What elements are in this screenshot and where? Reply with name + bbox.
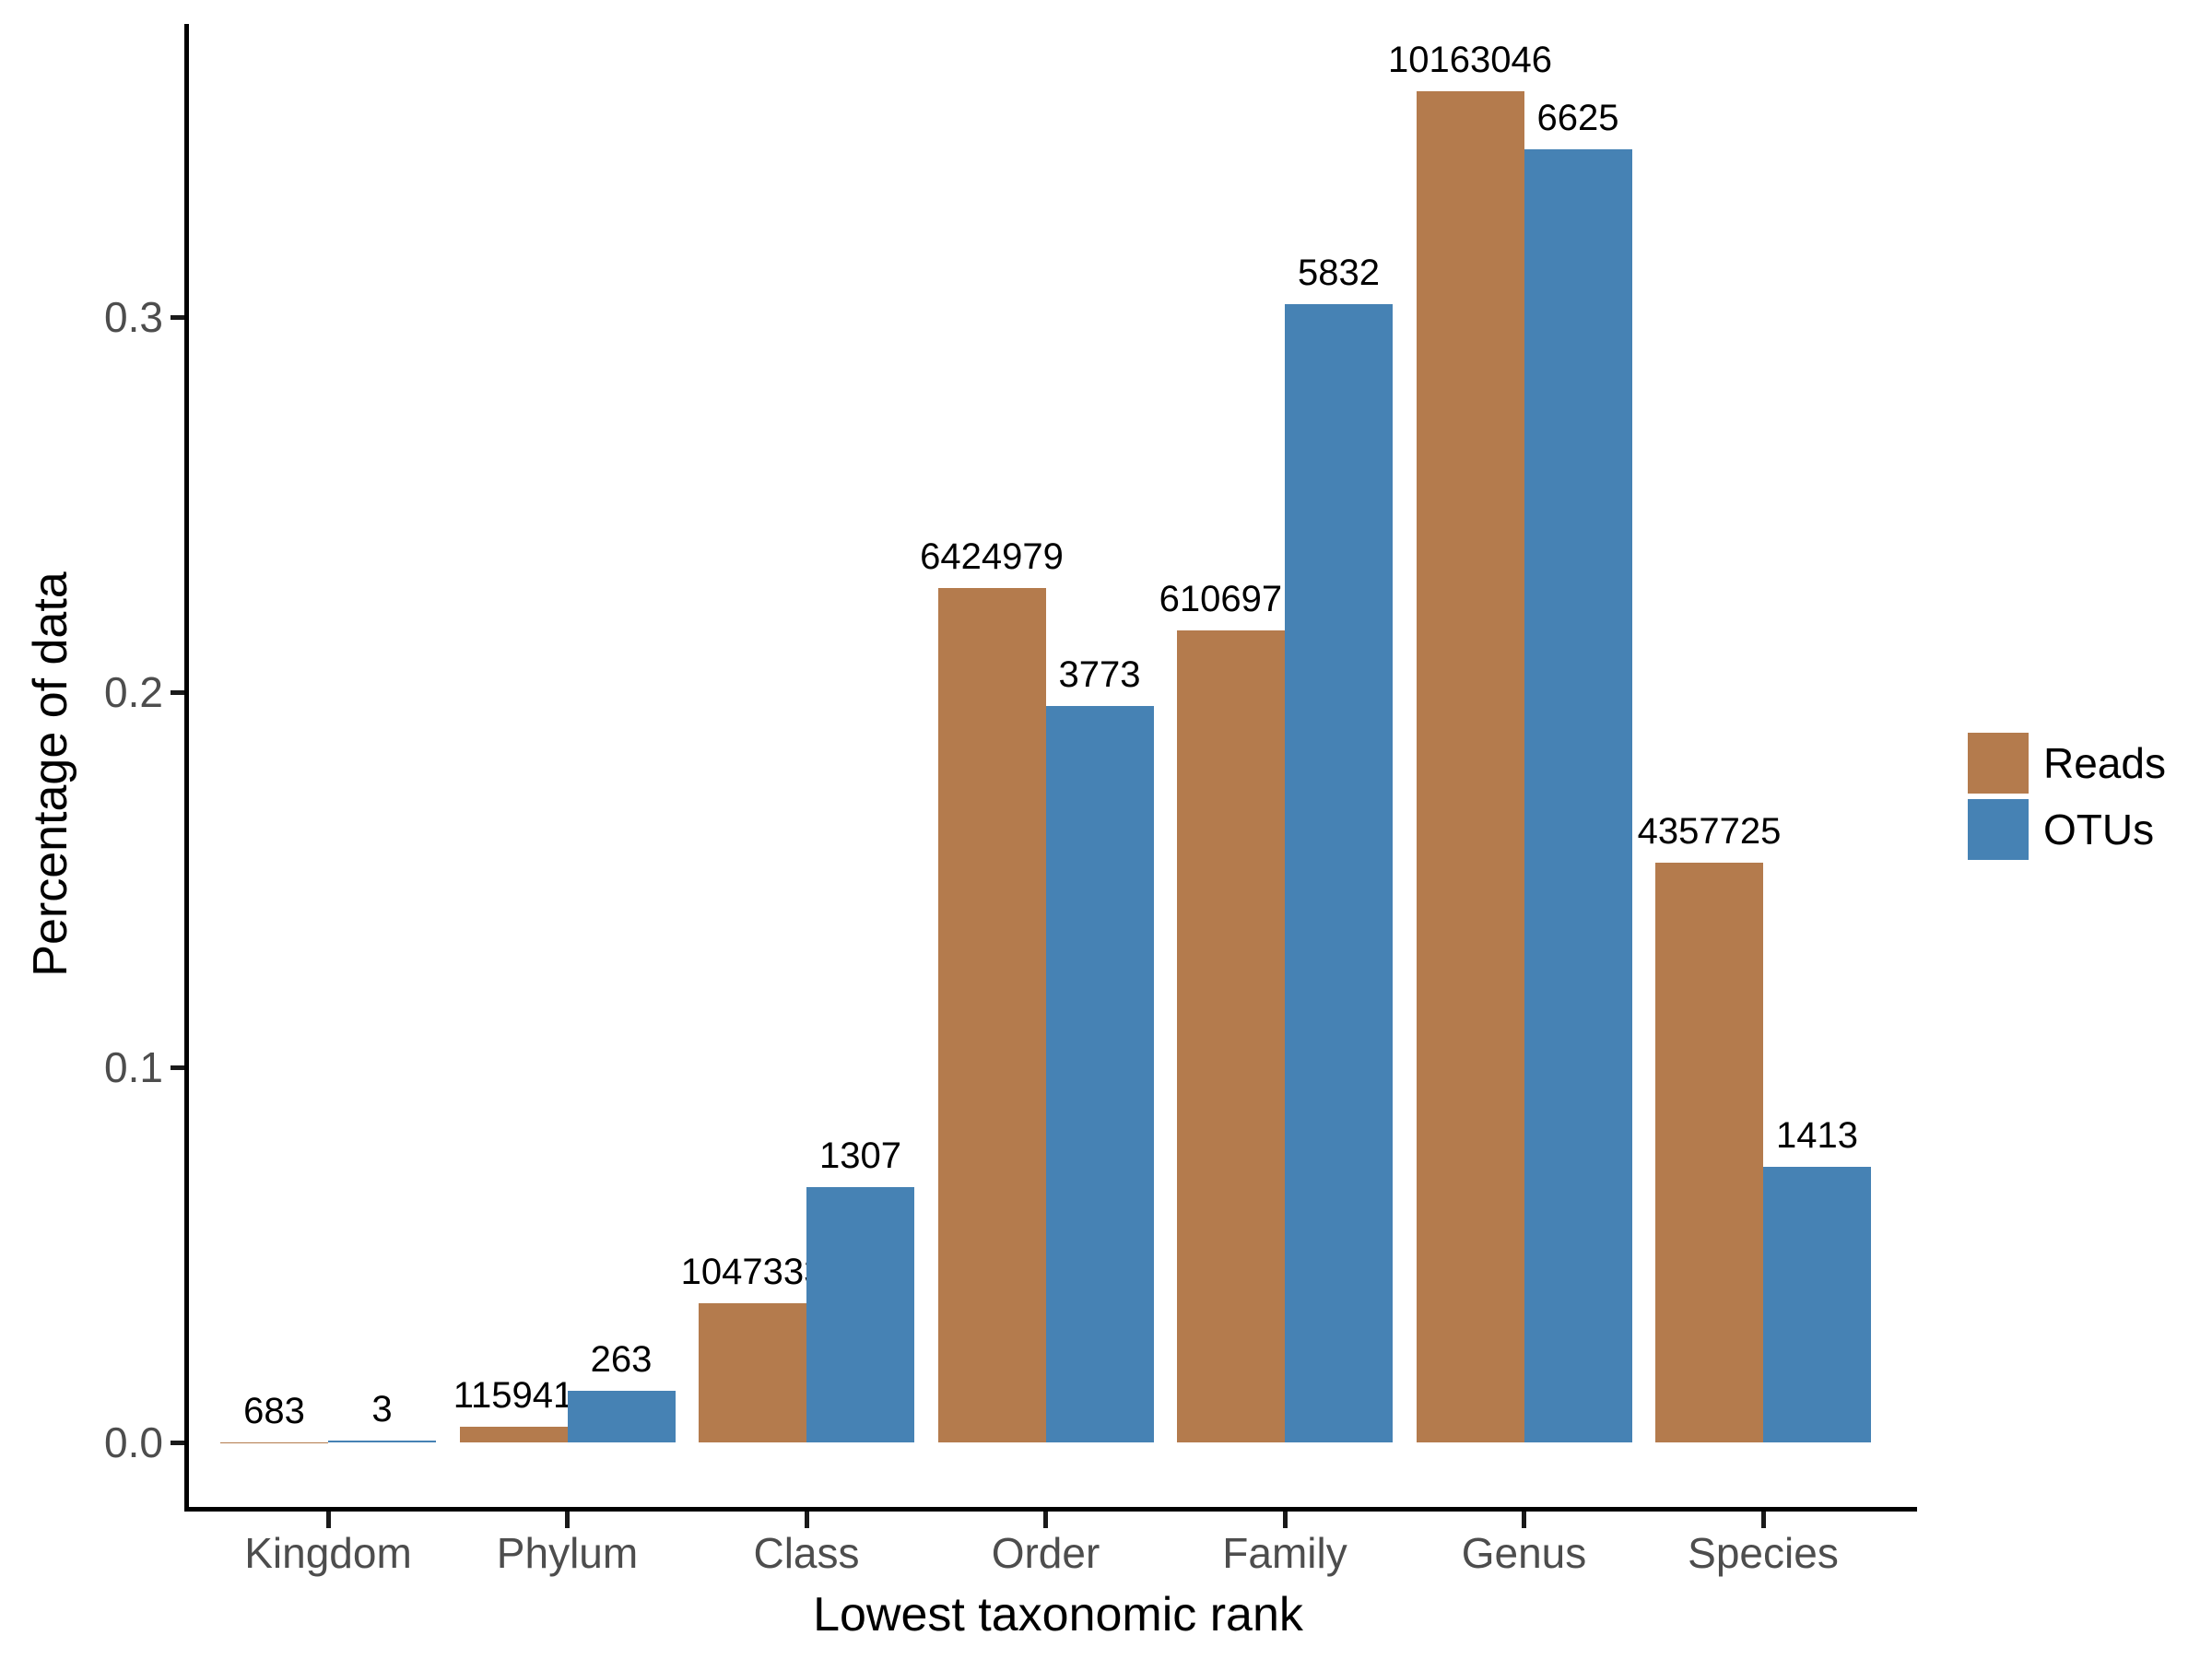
x-category-label-phylum: Phylum	[496, 1529, 639, 1577]
x-axis-title: Lowest taxonomic rank	[813, 1588, 1303, 1641]
bar-otus-genus	[1524, 148, 1632, 1442]
value-label-otus-genus: 6625	[1536, 97, 1619, 138]
bar-otus-species	[1763, 1166, 1871, 1442]
x-axis-tick	[565, 1512, 570, 1528]
y-axis-tick	[171, 314, 184, 320]
y-tick-label: 0.3	[104, 293, 163, 341]
x-category-label-kingdom: Kingdom	[244, 1529, 412, 1577]
y-axis-tick	[171, 1440, 184, 1445]
bar-reads-species	[1655, 863, 1763, 1442]
value-label-reads-class: 1047333	[680, 1251, 825, 1292]
x-axis-tick	[325, 1512, 331, 1528]
value-label-otus-phylum: 263	[590, 1339, 653, 1381]
bar-otus-kingdom	[328, 1440, 436, 1442]
value-label-reads-family: 6106971	[1159, 579, 1303, 620]
y-axis-title: Percentage of data	[24, 571, 77, 977]
bar-otus-phylum	[567, 1391, 676, 1442]
x-axis-tick	[1522, 1512, 1526, 1528]
x-axis-tick	[1282, 1512, 1288, 1528]
value-label-otus-family: 5832	[1298, 252, 1380, 293]
x-axis-tick	[1760, 1512, 1766, 1528]
bar-otus-order	[1045, 705, 1154, 1442]
y-axis-tick	[171, 689, 184, 695]
value-label-otus-class: 1307	[819, 1135, 901, 1177]
y-tick-label: 0.1	[104, 1043, 163, 1091]
x-category-label-class: Class	[753, 1529, 860, 1577]
x-category-label-order: Order	[991, 1529, 1100, 1577]
value-label-reads-genus: 10163046	[1388, 40, 1552, 81]
value-label-reads-kingdom: 683	[243, 1390, 305, 1431]
x-category-label-genus: Genus	[1461, 1529, 1587, 1577]
value-label-otus-order: 3773	[1058, 653, 1141, 695]
x-axis-tick	[1043, 1512, 1048, 1528]
y-axis-tick	[171, 1065, 184, 1070]
y-tick-label: 0.2	[104, 668, 163, 716]
value-label-reads-species: 4357725	[1637, 811, 1782, 853]
legend-label-reads: Reads	[2043, 739, 2166, 787]
bar-otus-family	[1285, 303, 1393, 1442]
bar-otus-class	[806, 1187, 914, 1442]
value-label-otus-species: 1413	[1776, 1114, 1858, 1156]
y-axis-line	[184, 24, 189, 1512]
bar-reads-order	[937, 588, 1046, 1442]
y-tick-label: 0.0	[104, 1418, 163, 1466]
x-axis-tick	[804, 1512, 809, 1528]
value-label-reads-phylum: 115941	[453, 1375, 574, 1417]
legend-swatch-reads	[1968, 733, 2029, 794]
legend-swatch-otus	[1968, 799, 2029, 860]
bar-reads-genus	[1416, 91, 1524, 1442]
legend-label-otus: OTUs	[2043, 806, 2155, 853]
bar-reads-family	[1177, 630, 1285, 1442]
value-label-otus-kingdom: 3	[371, 1388, 393, 1430]
value-label-reads-order: 6424979	[920, 536, 1064, 578]
x-axis-line	[184, 1507, 1917, 1512]
x-category-label-family: Family	[1222, 1529, 1347, 1577]
bar-reads-class	[699, 1302, 806, 1442]
x-category-label-species: Species	[1688, 1529, 1839, 1577]
bar-reads-phylum	[459, 1427, 568, 1442]
